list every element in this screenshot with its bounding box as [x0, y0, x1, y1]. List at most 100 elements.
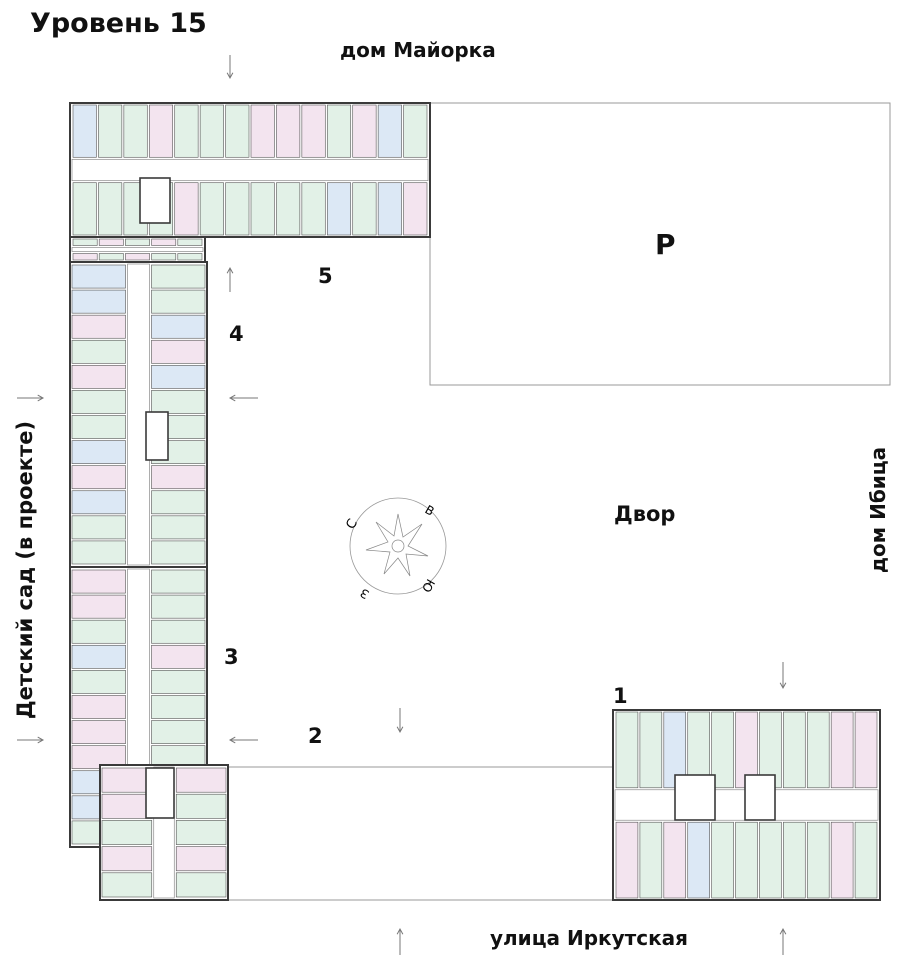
apartment-unit[interactable] [301, 104, 326, 158]
apartment-unit[interactable] [151, 390, 206, 414]
apartment-unit[interactable] [71, 745, 126, 770]
apartment-unit[interactable] [225, 104, 250, 158]
apartment-unit[interactable] [806, 821, 830, 899]
apartment-unit[interactable] [71, 569, 126, 594]
apartment-unit[interactable] [151, 365, 206, 389]
apartment-unit[interactable] [151, 540, 206, 565]
apartment-unit[interactable] [783, 711, 806, 789]
apartment-unit[interactable] [71, 289, 126, 314]
apartment-unit[interactable] [71, 390, 126, 414]
apartment-unit[interactable] [151, 339, 206, 364]
apartment-unit[interactable] [174, 182, 199, 236]
apartment-unit[interactable] [71, 465, 126, 490]
apartment-unit[interactable] [854, 821, 878, 899]
apartment-unit[interactable] [151, 569, 206, 594]
apartment-unit[interactable] [615, 711, 639, 789]
apartment-unit[interactable] [71, 670, 126, 694]
apartment-unit[interactable] [403, 182, 428, 236]
apartment-unit[interactable] [151, 644, 206, 669]
apartment-unit[interactable] [151, 238, 177, 246]
apartment-unit[interactable] [199, 182, 224, 236]
apartment-unit[interactable] [151, 670, 206, 694]
apartment-unit[interactable] [301, 182, 326, 236]
apartment-unit[interactable] [151, 314, 206, 339]
apartment-unit[interactable] [148, 104, 174, 158]
apartment-unit[interactable] [101, 793, 153, 819]
apartment-unit[interactable] [71, 339, 126, 364]
apartment-unit[interactable] [151, 253, 177, 261]
apartment-unit[interactable] [71, 415, 126, 439]
apartment-unit[interactable] [377, 182, 402, 236]
apartment-unit[interactable] [177, 253, 203, 261]
apartment-unit[interactable] [326, 104, 352, 158]
apartment-unit[interactable] [71, 515, 126, 540]
apartment-unit[interactable] [199, 104, 224, 158]
apartment-unit[interactable] [98, 104, 123, 158]
apartment-unit[interactable] [151, 720, 206, 744]
apartment-unit[interactable] [250, 104, 275, 158]
apartment-unit[interactable] [71, 540, 126, 565]
apartment-unit[interactable] [151, 594, 206, 619]
apartment-unit[interactable] [711, 821, 734, 899]
apartment-unit[interactable] [71, 490, 126, 515]
apartment-unit[interactable] [687, 821, 710, 899]
apartment-unit[interactable] [98, 182, 123, 236]
apartment-unit[interactable] [377, 104, 402, 158]
apartment-unit[interactable] [151, 695, 206, 719]
apartment-unit[interactable] [151, 289, 206, 314]
apartment-unit[interactable] [403, 104, 428, 158]
apartment-unit[interactable] [830, 821, 854, 899]
apartment-unit[interactable] [71, 314, 126, 339]
apartment-unit[interactable] [175, 767, 227, 793]
apartment-unit[interactable] [125, 238, 150, 246]
apartment-unit[interactable] [352, 104, 377, 158]
apartment-unit[interactable] [71, 644, 126, 669]
apartment-unit[interactable] [759, 821, 782, 899]
apartment-unit[interactable] [72, 238, 98, 246]
apartment-unit[interactable] [225, 182, 250, 236]
apartment-unit[interactable] [71, 440, 126, 464]
apartment-unit[interactable] [71, 594, 126, 619]
apartment-unit[interactable] [151, 264, 206, 289]
apartment-unit[interactable] [352, 182, 377, 236]
apartment-unit[interactable] [71, 720, 126, 744]
apartment-unit[interactable] [71, 619, 126, 644]
apartment-unit[interactable] [71, 264, 126, 289]
apartment-unit[interactable] [806, 711, 830, 789]
apartment-unit[interactable] [250, 182, 275, 236]
apartment-unit[interactable] [72, 104, 97, 158]
apartment-unit[interactable] [101, 820, 153, 845]
apartment-unit[interactable] [175, 846, 227, 872]
apartment-unit[interactable] [71, 365, 126, 389]
apartment-unit[interactable] [175, 872, 227, 898]
apartment-unit[interactable] [101, 846, 153, 872]
apartment-unit[interactable] [830, 711, 854, 789]
apartment-unit[interactable] [711, 711, 734, 789]
apartment-unit[interactable] [663, 821, 687, 899]
apartment-unit[interactable] [735, 821, 758, 899]
apartment-unit[interactable] [175, 820, 227, 845]
apartment-unit[interactable] [639, 821, 663, 899]
apartment-unit[interactable] [151, 465, 206, 490]
apartment-unit[interactable] [639, 711, 663, 789]
apartment-unit[interactable] [101, 872, 153, 898]
apartment-unit[interactable] [276, 182, 301, 236]
apartment-unit[interactable] [151, 619, 206, 644]
apartment-unit[interactable] [783, 821, 806, 899]
apartment-unit[interactable] [177, 238, 203, 246]
apartment-unit[interactable] [854, 711, 878, 789]
apartment-unit[interactable] [98, 238, 124, 246]
apartment-unit[interactable] [151, 515, 206, 540]
apartment-unit[interactable] [71, 695, 126, 719]
apartment-unit[interactable] [101, 767, 153, 793]
apartment-unit[interactable] [174, 104, 199, 158]
apartment-unit[interactable] [123, 104, 148, 158]
apartment-unit[interactable] [72, 182, 97, 236]
apartment-unit[interactable] [175, 793, 227, 819]
apartment-unit[interactable] [151, 490, 206, 515]
apartment-unit[interactable] [615, 821, 639, 899]
apartment-unit[interactable] [326, 182, 352, 236]
apartment-unit[interactable] [276, 104, 301, 158]
apartment-unit[interactable] [72, 253, 98, 261]
apartment-unit[interactable] [98, 253, 124, 261]
